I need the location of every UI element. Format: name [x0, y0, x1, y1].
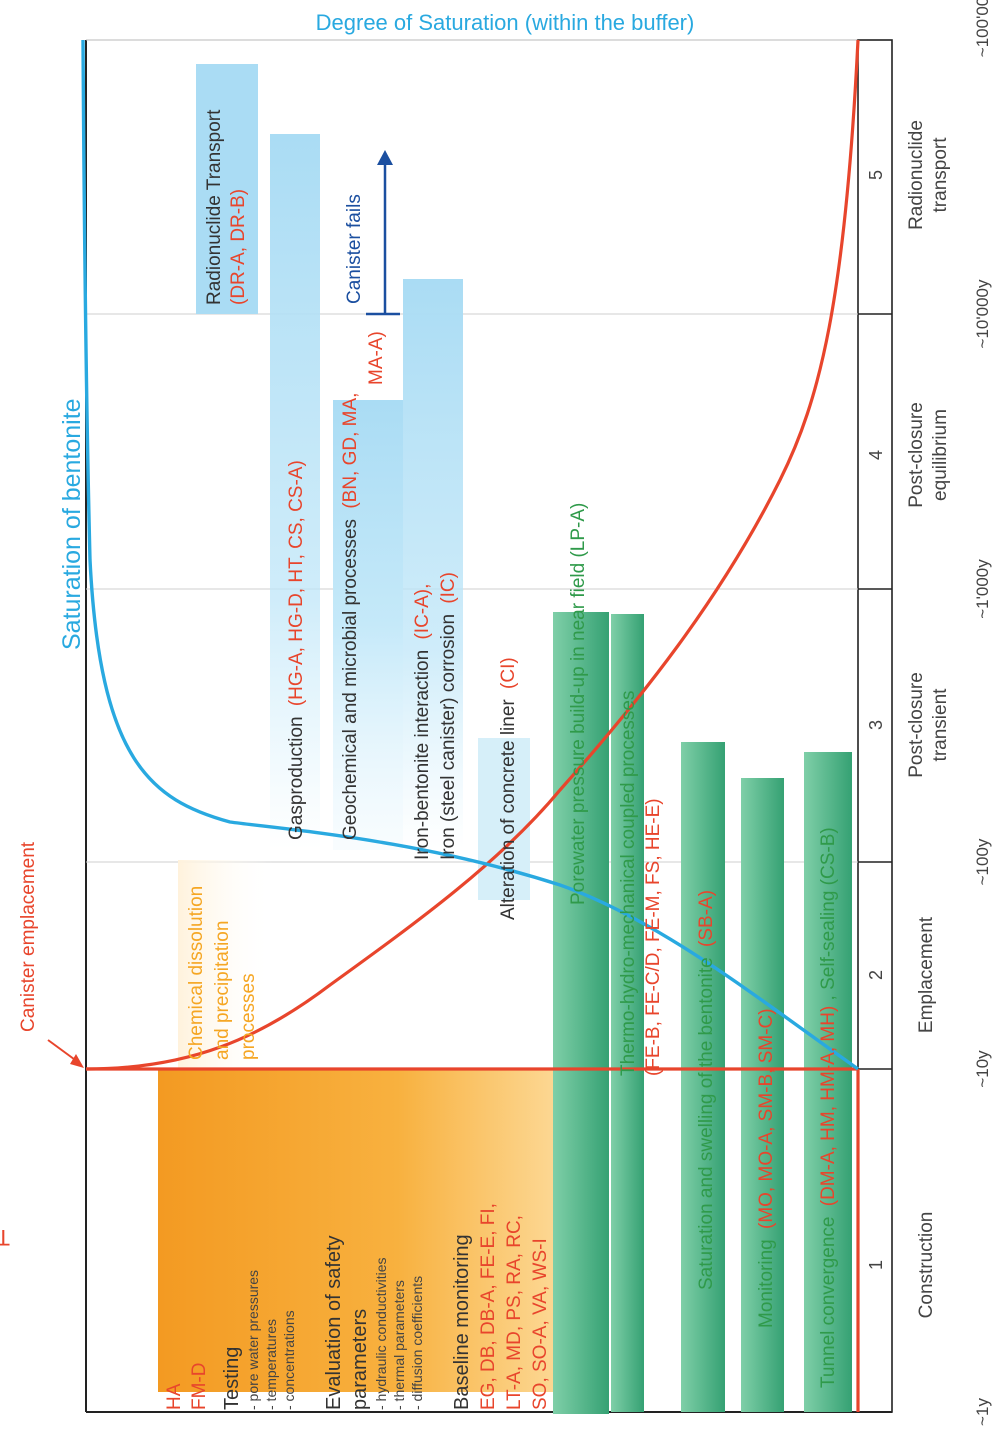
thm-title: Thermo-hydro-mechanical coupled processe… [618, 691, 639, 1076]
saturation-swelling-text: Saturation and swelling of the bentonite [696, 957, 717, 1290]
tunnel-line: Tunnel convergence (DM-A, HM, HM-A, MH) … [818, 827, 839, 1388]
saturation-curve [81, 39, 859, 1071]
thm-codes: (FE-B, FE-C/D, FE-M, FS, HE-E) [643, 798, 664, 1076]
chemical-line-3: processes [238, 973, 259, 1060]
phase-1-name: Construction [916, 1212, 937, 1319]
tick-1y: ~1y [973, 1398, 992, 1426]
monitoring-text: Monitoring [756, 1239, 777, 1328]
process-green-bars [553, 612, 852, 1414]
saturation-curve-label: Saturation of bentonite [58, 398, 86, 650]
code-fm-d: FM-D [189, 1363, 210, 1410]
process-boxes [158, 64, 594, 1392]
evaluation-item-3: - diffusion coefficients [409, 1276, 425, 1410]
phase-5-name-line1: Radionuclide [906, 120, 927, 230]
phase-2-number: 2 [866, 970, 886, 980]
arrow-down-right-icon [70, 1054, 84, 1068]
radionuclide-box [196, 64, 258, 314]
tunnel-bar [804, 752, 852, 1412]
gas-text: Gasproduction [286, 716, 307, 840]
concrete-text: Alteration of concrete liner [498, 699, 519, 920]
geochem-codes-2: MA-A) [366, 331, 387, 385]
arrow-up-icon [377, 150, 393, 165]
baseline-codes-1: EG, DB, DB-A, FE-E, FI, [478, 1203, 499, 1410]
gas-codes: (HG-A, HG-D, HT, CS, CS-A) [286, 460, 307, 706]
chemical-line-2: and precipitation [212, 921, 233, 1060]
porewater-label: Porewater pressure build-up in near fiel… [568, 503, 589, 905]
radionuclide-text: Radionuclide Transport [204, 109, 225, 305]
tick-100000y: ~100'000y [973, 0, 992, 57]
canister-emplacement-label: Canister emplacement [18, 841, 39, 1032]
tunnel-codes: (DM-A, HM, HM-A, MH) [818, 1006, 839, 1207]
monitoring-bar [741, 778, 784, 1412]
emplacement-arrow-line [47, 1039, 79, 1063]
saturation-swelling-code: (SB-A) [696, 890, 717, 947]
baseline-title: Baseline monitoring [451, 1234, 473, 1410]
tick-10000y: ~10'000y [973, 279, 992, 348]
temperature-curve [85, 39, 860, 1071]
tunnel-text: Tunnel convergence [818, 1217, 839, 1388]
iron-line-2: Iron (steel canister) corrosion (IC) [438, 572, 459, 860]
baseline-codes-2: LT-A, MD, PS, RA, RC, [504, 1215, 525, 1410]
chemical-box [178, 860, 273, 1070]
phase-4-name-line2: equilibrium [930, 409, 951, 501]
geochem-box [333, 400, 403, 850]
time-ticks: ~1y ~10y ~100y ~1'000y ~10'000y ~100'000… [973, 0, 992, 1426]
curves [81, 39, 860, 1412]
saturation-bar [681, 742, 725, 1412]
iron-code-2: (IC) [438, 572, 459, 604]
iron-line-1: Iron-bentonite interaction (IC-A), [412, 584, 433, 860]
testing-title: Testing [221, 1347, 243, 1410]
process-labels: Chemical dissolution and precipitation p… [186, 109, 839, 1388]
phase-4-number: 4 [866, 450, 886, 460]
tick-100y: ~100y [973, 838, 992, 885]
self-sealing: , Self-sealing (CS-B) [818, 827, 839, 1000]
phase-3-number: 3 [866, 720, 886, 730]
code-ha: HA [164, 1383, 185, 1410]
iron-text-2: Iron (steel canister) corrosion [438, 614, 459, 860]
testing-item-3: - concentrations [281, 1310, 297, 1410]
chemical-line-1: Chemical dissolution [186, 886, 207, 1060]
phase-3-name-line1: Post-closure [906, 672, 927, 778]
construction-text: HA FM-D Testing - pore water pressures -… [164, 1203, 551, 1410]
geochem-line: Geochemical and microbial processes (BN,… [340, 393, 361, 840]
canister-fails-label: Canister fails [344, 194, 365, 304]
construction-box [158, 1068, 594, 1392]
concrete-line: Alteration of concrete liner (CI) [498, 657, 519, 920]
gas-box [270, 134, 320, 849]
baseline-codes-3: SO, SO-A, VA, WS-I [530, 1238, 551, 1410]
canister-emplacement: Canister emplacement [18, 841, 84, 1068]
evaluation-title-2: parameters [349, 1309, 371, 1410]
phase-5-name-line2: transport [930, 137, 951, 213]
testing-item-1: - pore water pressures [245, 1270, 261, 1410]
evaluation-title-1: Evaluation of safety [323, 1235, 345, 1410]
evaluation-item-2: - thermal parameters [391, 1280, 407, 1410]
geochem-codes-1: (BN, GD, MA, [340, 393, 361, 509]
radionuclide-codes: (DR-A, DR-B) [228, 189, 249, 305]
geochem-text: Geochemical and microbial processes [340, 519, 361, 840]
gas-line: Gasproduction (HG-A, HG-D, HT, CS, CS-A) [286, 460, 307, 840]
phase-2-name: Emplacement [916, 916, 937, 1033]
monitoring-codes: (MO, MO-A, SM-B, SM-C) [756, 1008, 777, 1229]
canister-fails: Canister fails [344, 150, 400, 316]
top-axis-label: Degree of Saturation (within the buffer) [316, 10, 695, 35]
phase-4-name-line1: Post-closure [906, 402, 927, 508]
thm-bar [611, 614, 644, 1412]
left-axis-label: Temperature (within the buffer) [0, 1225, 10, 1250]
iron-code-1: (IC-A), [412, 584, 433, 640]
iron-box [403, 279, 463, 849]
phase-5-number: 5 [866, 170, 886, 180]
tick-10y: ~10y [973, 1050, 992, 1088]
phases: 1 2 3 4 5 Construction Emplacement Post-… [866, 120, 951, 1318]
evaluation-item-1: - hydraulic conductivities [373, 1257, 389, 1410]
concrete-code: (CI) [498, 657, 519, 689]
monitoring-line: Monitoring (MO, MO-A, SM-B, SM-C) [756, 1008, 777, 1328]
tick-1000y: ~1'000y [973, 559, 992, 619]
iron-text-1: Iron-bentonite interaction [412, 650, 433, 860]
testing-item-2: - temperatures [263, 1319, 279, 1410]
phase-1-number: 1 [866, 1260, 886, 1270]
saturation-swelling-line: Saturation and swelling of the bentonite… [696, 890, 717, 1290]
phase-3-name-line2: transient [930, 688, 951, 762]
